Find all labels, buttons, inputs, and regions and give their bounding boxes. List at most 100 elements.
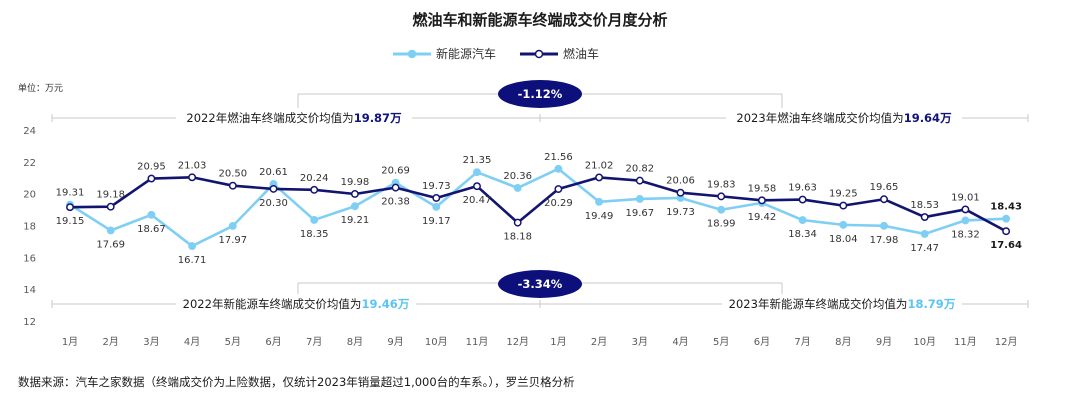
fuel-point[interactable]	[228, 181, 237, 190]
y-tick-label: 16	[23, 253, 36, 264]
x-tick-label: 11月	[466, 336, 489, 348]
fuel-data-label: 19.83	[707, 179, 736, 190]
fuel-point[interactable]	[920, 213, 929, 222]
fuel-data-label: 19.15	[56, 216, 85, 227]
nev-2023-annotation: 2023年新能源车终端成交价均值为18.79万	[729, 297, 956, 311]
x-axis: 1月 2月 3月 4月 5月 6月 7月 8月 9月 10月 11月 12月 1月 2月 3月 4月 5月 6月 7…	[62, 336, 1018, 348]
chart-title: 燃油车和新能源车终端成交价月度分析	[412, 11, 667, 29]
fuel-point[interactable]	[839, 201, 848, 210]
x-tick-label: 8月	[347, 336, 363, 348]
fuel-data-label: 18.53	[910, 200, 939, 211]
fuel-data-label: 21.02	[585, 160, 614, 171]
fuel-point[interactable]	[757, 196, 766, 205]
fuel-change-badge	[498, 80, 582, 108]
fuel-point[interactable]	[1002, 227, 1011, 236]
fuel-2022-prefix: 2022年燃油车终端成交价均值为	[186, 111, 353, 125]
x-tick-label: 1月	[550, 336, 566, 348]
fuel-point[interactable]	[147, 174, 156, 183]
nev-point[interactable]	[839, 220, 848, 229]
fuel-point[interactable]	[310, 185, 319, 194]
nev-point[interactable]	[310, 215, 319, 224]
nev-data-label: 19.31	[56, 188, 85, 199]
y-tick-label: 18	[23, 222, 36, 233]
nev-point[interactable]	[554, 164, 563, 173]
x-tick-label: 5月	[713, 336, 729, 348]
fuel-point[interactable]	[717, 192, 726, 201]
fuel-point[interactable]	[269, 184, 278, 193]
y-tick-label: 20	[23, 190, 36, 201]
fuel-point[interactable]	[635, 176, 644, 185]
nev-data-label: 18.34	[788, 229, 817, 240]
x-tick-label: 7月	[794, 336, 810, 348]
fuel-data-label: 20.24	[300, 173, 329, 184]
fuel-point[interactable]	[66, 203, 74, 212]
fuel-point[interactable]	[880, 195, 888, 204]
fuel-data-label: 19.01	[951, 192, 980, 203]
nev-2023-label-bg	[722, 294, 962, 314]
nev-2023-prefix: 2023年新能源车终端成交价均值为	[729, 297, 908, 311]
nev-point[interactable]	[473, 168, 481, 177]
nev-point[interactable]	[717, 205, 726, 214]
x-tick-label: 8月	[835, 336, 851, 348]
fuel-point[interactable]	[554, 185, 563, 194]
fuel-point[interactable]	[473, 182, 481, 191]
legend-item-fuel[interactable]: 燃油车	[520, 46, 599, 61]
fuel-point[interactable]	[106, 202, 115, 211]
nev-point[interactable]	[1002, 214, 1011, 223]
y-tick-label: 12	[23, 317, 36, 328]
fuel-2022-label-bg	[176, 108, 412, 128]
x-tick-label: 4月	[672, 336, 688, 348]
fuel-point[interactable]	[188, 173, 197, 182]
fuel-point[interactable]	[961, 205, 970, 214]
nev-data-label: 21.35	[463, 155, 492, 166]
fuel-data-label: 19.63	[788, 183, 817, 194]
nev-point[interactable]	[513, 183, 522, 192]
fuel-point[interactable]	[432, 194, 441, 202]
nev-data-label: 19.73	[666, 207, 695, 218]
x-tick-label: 3月	[632, 336, 648, 348]
nev-point[interactable]	[188, 242, 197, 250]
nev-point[interactable]	[147, 210, 156, 219]
fuel-data-label: 21.03	[178, 160, 207, 171]
nev-point[interactable]	[432, 202, 441, 211]
nev-2022-annotation: 2022年新能源车终端成交价均值为19.46万	[183, 297, 410, 311]
nev-point[interactable]	[228, 222, 237, 230]
fuel-point[interactable]	[350, 190, 359, 198]
fuel-point[interactable]	[798, 195, 807, 204]
fuel-data-label: 19.98	[341, 177, 370, 188]
fuel-2022-value: 19.87万	[354, 111, 402, 125]
nev-point[interactable]	[798, 216, 807, 225]
fuel-data-label: 20.82	[625, 164, 654, 175]
x-tick-label: 2月	[103, 336, 119, 348]
legend-item-nev[interactable]: 新能源汽车	[393, 46, 496, 61]
fuel-point[interactable]	[391, 183, 400, 192]
fuel-data-label: 19.58	[748, 183, 777, 194]
nev-data-label: 18.99	[707, 219, 736, 230]
fuel-point[interactable]	[595, 173, 604, 182]
x-tick-label: 6月	[754, 336, 770, 348]
x-tick-label: 10月	[425, 336, 448, 348]
nev-2022-prefix: 2022年新能源车终端成交价均值为	[183, 297, 362, 311]
legend-fuel-label: 燃油车	[563, 46, 599, 61]
legend-nev-marker	[407, 49, 417, 59]
fuel-line	[69, 175, 1007, 233]
fuel-data-label: 20.95	[137, 162, 166, 173]
x-tick-label: 6月	[265, 336, 281, 348]
fuel-data-label: 20.06	[666, 176, 695, 187]
x-tick-label: 2月	[591, 336, 607, 348]
x-tick-label: 5月	[225, 336, 241, 348]
nev-data-label: 16.71	[178, 255, 207, 266]
x-tick-label: 12月	[506, 336, 529, 348]
nev-point[interactable]	[920, 229, 929, 238]
nev-point[interactable]	[350, 202, 359, 211]
nev-point[interactable]	[635, 194, 644, 203]
fuel-point[interactable]	[676, 188, 685, 197]
nev-data-label: 19.67	[625, 208, 654, 219]
nev-point[interactable]	[880, 221, 888, 230]
unit-label: 单位：万元	[18, 82, 63, 94]
nev-point[interactable]	[595, 197, 604, 206]
nev-point[interactable]	[961, 216, 970, 225]
fuel-point[interactable]	[513, 218, 522, 227]
fuel-data-label: 19.65	[870, 182, 899, 193]
nev-point[interactable]	[106, 226, 115, 235]
